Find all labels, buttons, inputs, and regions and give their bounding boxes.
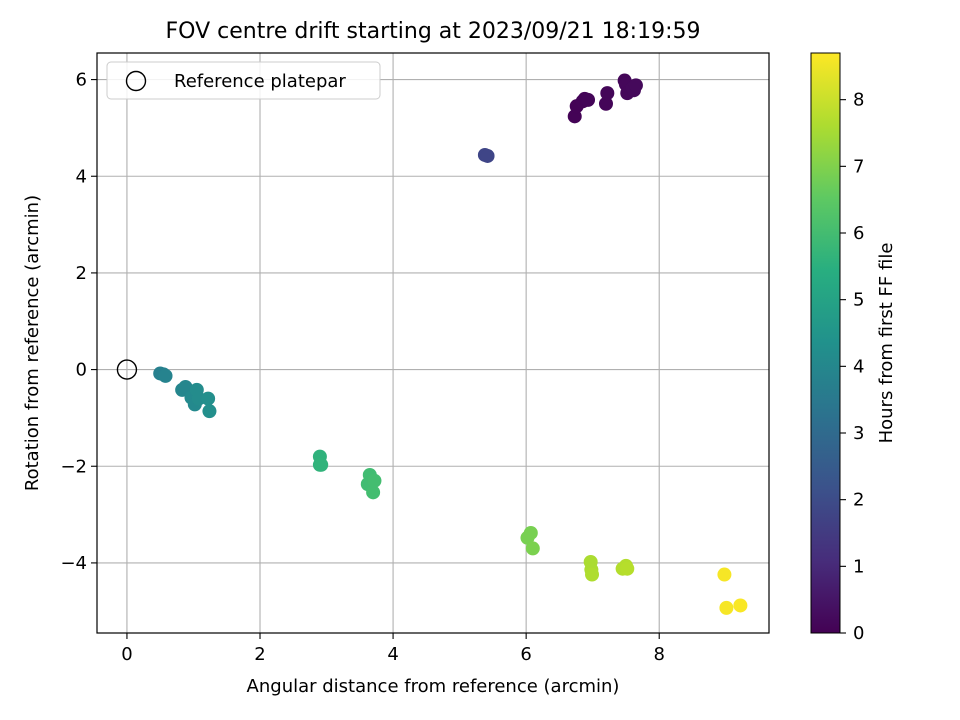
- colorbar-tick-label: 3: [853, 423, 864, 444]
- legend: Reference platepar: [106, 61, 381, 100]
- data-point: [367, 473, 382, 488]
- y-tick-label: −4: [60, 553, 87, 574]
- colorbar-tick-label: 5: [853, 290, 864, 311]
- colorbar-tick-label: 0: [853, 623, 864, 644]
- colorbar-tick-label: 7: [853, 156, 864, 177]
- colorbar-gradient: [810, 52, 841, 634]
- x-axis-label: Angular distance from reference (arcmin): [247, 676, 620, 697]
- colorbar-tick-label: 4: [853, 356, 864, 377]
- data-point: [480, 148, 495, 163]
- data-point: [201, 391, 216, 406]
- data-point: [733, 598, 748, 613]
- data-point: [178, 379, 193, 394]
- legend-reference-marker: [125, 70, 147, 92]
- legend-reference-label: Reference platepar: [174, 71, 346, 92]
- grid-lines: [97, 53, 769, 633]
- y-tick-label: 2: [76, 263, 87, 284]
- y-tick-label: 6: [76, 70, 87, 91]
- x-tick-label: 6: [520, 644, 531, 665]
- colorbar-ticks: 0 1 2 3 4 5 6 7 8: [840, 90, 864, 644]
- data-point: [717, 567, 732, 582]
- plot-area: 0 2 4 6 8 −4 −2 0 2 4 6: [60, 52, 770, 665]
- data-point: [366, 485, 381, 500]
- data-point: [202, 404, 217, 419]
- data-point: [600, 86, 615, 101]
- data-point: [598, 96, 613, 111]
- colorbar: 0 1 2 3 4 5 6 7 8 Hours from first FF file: [810, 52, 897, 644]
- scatter-points: [153, 73, 748, 615]
- y-axis-ticks: −4 −2 0 2 4 6: [60, 70, 97, 574]
- y-tick-label: 0: [76, 360, 87, 381]
- legend-box: [106, 61, 381, 100]
- reference-platepar-marker: [116, 359, 138, 380]
- data-point: [525, 541, 540, 556]
- chart-title: FOV centre drift starting at 2023/09/21 …: [166, 19, 701, 44]
- x-tick-label: 8: [653, 644, 664, 665]
- y-tick-label: −2: [60, 456, 87, 477]
- x-axis-ticks: 0 2 4 6 8: [121, 633, 665, 665]
- y-tick-label: 4: [76, 166, 87, 187]
- colorbar-tick-label: 2: [853, 490, 864, 511]
- data-point: [620, 561, 635, 576]
- reference-layer: [116, 359, 138, 380]
- y-axis-label: Rotation from reference (arcmin): [22, 195, 43, 491]
- colorbar-tick-label: 1: [853, 556, 864, 577]
- x-tick-label: 2: [254, 644, 265, 665]
- colorbar-tick-label: 8: [853, 90, 864, 111]
- data-point: [581, 92, 596, 107]
- data-point: [628, 78, 643, 93]
- data-point: [585, 567, 600, 582]
- axes-frame: [96, 52, 770, 634]
- data-point: [158, 368, 173, 383]
- data-point: [523, 525, 538, 540]
- data-point: [314, 457, 329, 472]
- x-tick-label: 0: [121, 644, 132, 665]
- colorbar-tick-label: 6: [853, 223, 864, 244]
- colorbar-label: Hours from first FF file: [876, 243, 897, 444]
- x-tick-label: 4: [387, 644, 398, 665]
- data-point: [719, 600, 734, 615]
